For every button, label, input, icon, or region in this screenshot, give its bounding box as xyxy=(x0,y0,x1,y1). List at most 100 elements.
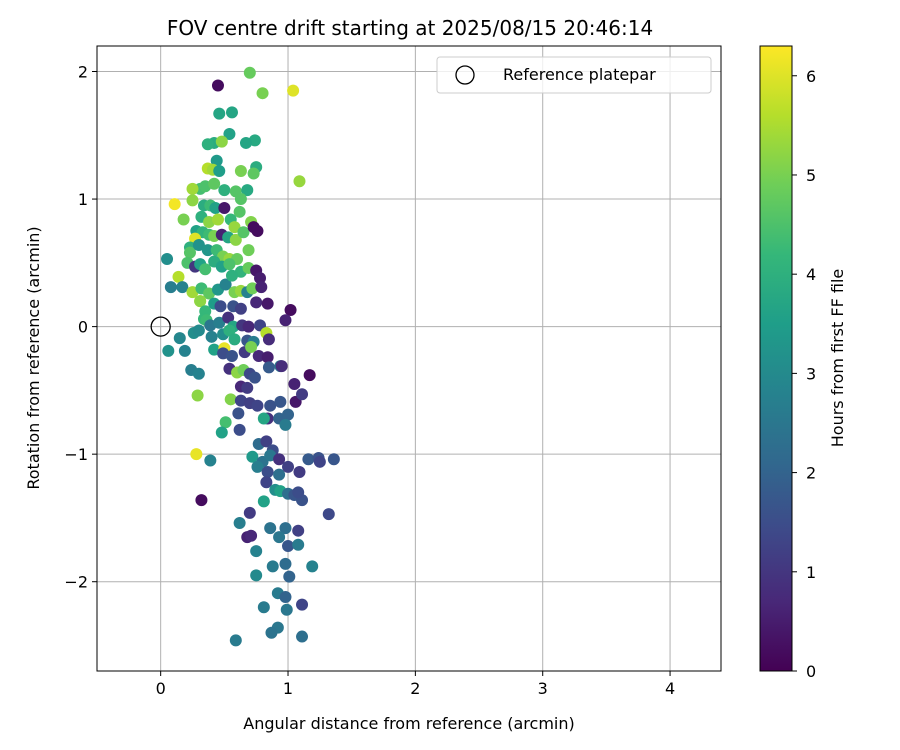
scatter-point xyxy=(233,517,246,530)
scatter-point xyxy=(224,393,237,406)
scatter-point xyxy=(264,522,277,535)
scatter-point xyxy=(250,569,263,582)
scatter-point xyxy=(279,418,292,431)
scatter-point xyxy=(225,106,238,119)
scatter-point xyxy=(241,184,254,197)
x-axis-label: Angular distance from reference (arcmin) xyxy=(243,714,574,733)
scatter-point xyxy=(261,297,274,310)
scatter-point xyxy=(192,367,205,380)
scatter-point xyxy=(223,128,236,141)
scatter-point xyxy=(261,466,274,479)
scatter-point xyxy=(177,213,190,226)
scatter-point xyxy=(273,453,286,466)
scatter-point xyxy=(219,278,232,291)
x-tick-label: 3 xyxy=(538,679,548,698)
scatter-point xyxy=(176,281,189,294)
legend: Reference platepar xyxy=(436,56,712,94)
y-tick-label: −1 xyxy=(64,445,88,464)
x-tick-label: 2 xyxy=(410,679,420,698)
scatter-point xyxy=(275,360,288,373)
reference-platepar-marker xyxy=(150,316,171,337)
scatter-point xyxy=(251,460,264,473)
scatter-point xyxy=(257,495,270,508)
scatter-point xyxy=(211,79,224,92)
scatter-point xyxy=(279,591,292,604)
x-tick-label: 4 xyxy=(665,679,675,698)
scatter-point xyxy=(248,371,261,384)
scatter-point xyxy=(262,333,275,346)
colorbar-tick-label: 3 xyxy=(806,364,816,383)
scatter-point xyxy=(232,407,245,420)
colorbar: 0 1 2 3 4 5 6 Hours from first FF file xyxy=(759,45,847,681)
scatter-point xyxy=(292,538,305,551)
scatter-point xyxy=(279,522,292,535)
x-axis-ticks: 0 1 2 3 4 xyxy=(156,671,675,698)
legend-entry-label: Reference platepar xyxy=(503,65,656,84)
scatter-point xyxy=(233,205,246,218)
scatter-point xyxy=(228,221,241,234)
scatter-point xyxy=(327,453,340,466)
scatter-point xyxy=(205,330,218,343)
scatter-point xyxy=(282,460,295,473)
colorbar-tick-label: 6 xyxy=(806,67,816,86)
scatter-point xyxy=(302,453,315,466)
scatter-point xyxy=(251,224,264,237)
legend-box xyxy=(436,56,712,94)
scatter-point xyxy=(190,448,203,461)
scatter-point xyxy=(279,557,292,570)
scatter-point xyxy=(186,194,199,207)
scatter-point xyxy=(195,494,208,507)
scatter-point xyxy=(222,311,235,324)
scatter-point xyxy=(168,198,181,211)
scatter-point xyxy=(247,167,260,180)
scatter-point xyxy=(313,455,326,468)
scatter-point xyxy=(173,332,186,345)
scatter-point xyxy=(250,545,263,558)
scatter-point xyxy=(256,87,269,100)
scatter-point xyxy=(322,508,335,521)
scatter-point xyxy=(296,598,309,611)
scatter-point xyxy=(183,246,196,259)
scatter-point xyxy=(201,244,214,257)
y-axis-ticks: −2 −1 0 1 2 xyxy=(64,63,97,592)
colorbar-ticks: 0 1 2 3 4 5 6 xyxy=(792,67,816,681)
x-tick-label: 0 xyxy=(156,679,166,698)
scatter-point xyxy=(192,238,205,251)
scatter-point xyxy=(251,399,264,412)
scatter-point xyxy=(201,138,214,151)
scatter-point xyxy=(211,213,224,226)
scatter-point xyxy=(242,320,255,333)
scatter-point xyxy=(262,361,275,374)
scatter-points xyxy=(161,66,340,647)
colorbar-tick-label: 5 xyxy=(806,166,816,185)
colorbar-tick-label: 2 xyxy=(806,464,816,483)
scatter-point xyxy=(283,570,296,583)
scatter-point xyxy=(266,560,279,573)
legend-reference-marker xyxy=(455,65,475,85)
scatter-point xyxy=(273,531,286,544)
scatter-point xyxy=(229,233,242,246)
scatter-point xyxy=(292,524,305,537)
scatter-point xyxy=(204,454,217,467)
scatter-point xyxy=(194,295,207,308)
scatter-point xyxy=(199,263,212,276)
scatter-point xyxy=(215,135,228,148)
y-tick-label: 2 xyxy=(78,63,88,82)
scatter-point xyxy=(245,341,258,354)
scatter-point xyxy=(218,201,231,214)
scatter-point xyxy=(292,486,305,499)
scatter-point xyxy=(288,378,301,391)
scatter-point xyxy=(234,193,247,206)
scatter-point xyxy=(284,304,297,317)
x-tick-label: 1 xyxy=(283,679,293,698)
colorbar-gradient xyxy=(759,45,793,672)
scatter-point xyxy=(280,603,293,616)
scatter-point xyxy=(209,201,222,214)
scatter-point xyxy=(246,282,259,295)
scatter-point xyxy=(162,344,175,357)
scatter-point xyxy=(296,630,309,643)
scatter-point xyxy=(191,389,204,402)
scatter-point xyxy=(287,84,300,97)
scatter-point xyxy=(225,269,238,282)
